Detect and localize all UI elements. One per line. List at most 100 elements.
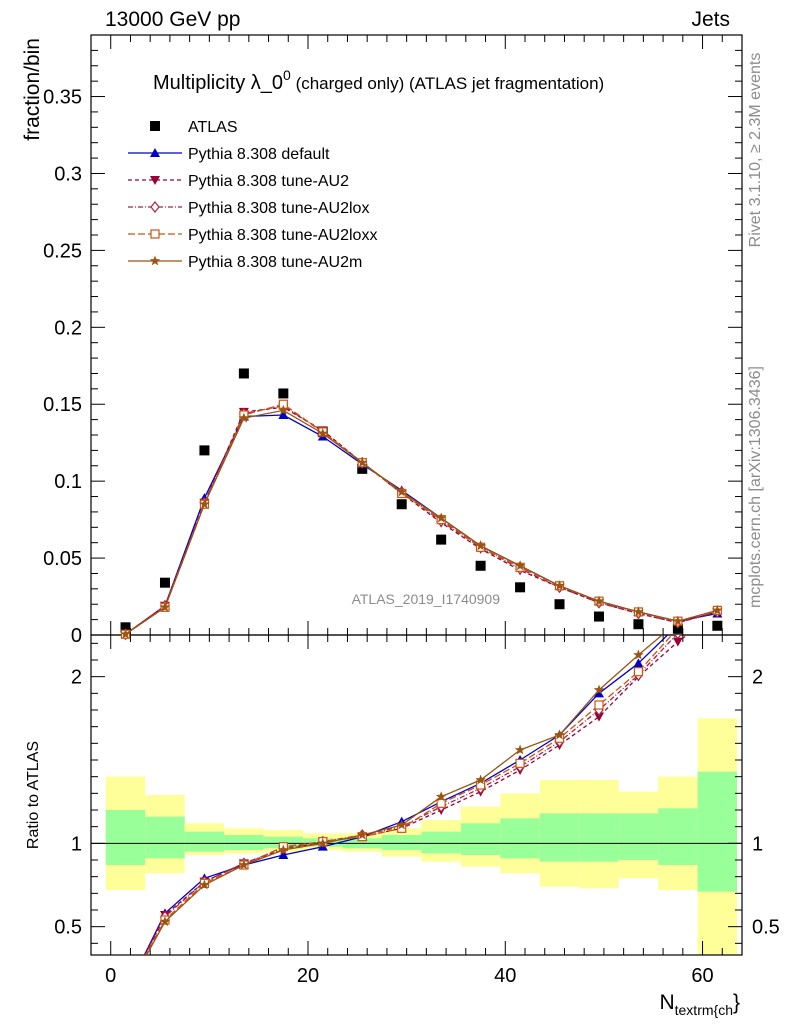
point-main-0-13 <box>633 619 644 630</box>
point-ratio-4-13 <box>633 649 644 660</box>
point-ratio-4-10 <box>514 744 526 755</box>
point-main-0-6 <box>357 463 368 474</box>
legend: ATLAS Pythia 8.308 default Pythia 8.308 tu… <box>128 119 377 271</box>
point-main-0-3 <box>238 368 249 379</box>
xtick-label-3: 60 <box>691 965 713 987</box>
point-main-5-11 <box>554 580 565 591</box>
xtick-label-0: 0 <box>105 965 116 987</box>
ratio-frame <box>90 634 743 956</box>
ytick-label-ratio-right-2: 2 <box>752 667 763 689</box>
point-ratio-4-3 <box>238 859 250 870</box>
point-main-5-10 <box>514 560 526 571</box>
mcplots-label: mcplots.cern.ch [arXiv:1306.3436] <box>747 366 764 608</box>
point-main-5-7 <box>396 486 407 497</box>
point-ratio-4-7 <box>396 819 407 830</box>
point-ratio-1-14 <box>672 637 683 647</box>
point-main-5-15 <box>712 604 723 615</box>
point-main-5-2 <box>199 498 210 509</box>
ytick-label-main-4: 0.2 <box>54 317 82 339</box>
band-green-15 <box>697 771 738 892</box>
point-ratio-4-4 <box>278 844 289 855</box>
title-main: Multiplicity λ_0 <box>153 72 283 94</box>
point-ratio-1-12 <box>593 712 604 722</box>
ytick-label-main-1: 0.05 <box>43 548 82 570</box>
xtick-label-1: 20 <box>297 965 319 987</box>
band-green-11 <box>539 813 580 862</box>
series-ratio-line-3 <box>145 635 673 955</box>
point-main-5-0 <box>120 628 131 639</box>
xlabel-sub: textrm{ch <box>675 1002 733 1018</box>
analysis-tag: ATLAS_2019_I1740909 <box>352 591 501 607</box>
point-ratio-3-10 <box>515 758 525 768</box>
plot-lines <box>120 368 723 955</box>
point-main-0-9 <box>475 560 486 571</box>
band-green-2 <box>184 831 225 852</box>
band-green-12 <box>579 813 619 862</box>
point-ratio-4-6 <box>357 829 368 840</box>
ytick-label-ratio-right-1: 1 <box>752 833 763 855</box>
ytick-label-main-2: 0.1 <box>54 471 82 493</box>
series-ratio-4 <box>145 635 664 955</box>
point-ratio-4-1 <box>159 916 171 927</box>
series-ratio-line-2 <box>144 635 678 955</box>
point-main-5-5 <box>317 428 328 438</box>
series-ratio-line-4 <box>145 635 664 955</box>
legend-marker-1 <box>150 148 160 157</box>
point-ratio-2-14 <box>674 635 682 640</box>
series-main-line-3 <box>125 405 718 635</box>
ytick-label-main-7: 0.35 <box>43 87 82 109</box>
point-main-0-7 <box>396 499 407 510</box>
legend-marker-3 <box>150 201 160 213</box>
title-rest: (charged only) (ATLAS jet fragmentation) <box>291 74 604 93</box>
legend-label-3: Pythia 8.308 tune-AU2lox <box>188 200 369 217</box>
legend-label-0: ATLAS <box>188 119 238 136</box>
chart-title: Multiplicity λ_00 (charged only) (ATLAS … <box>153 67 604 94</box>
band-green-10 <box>500 818 540 859</box>
legend-entry-1: Pythia 8.308 default <box>128 146 330 163</box>
point-main-0-11 <box>554 599 565 610</box>
point-main-5-12 <box>593 595 605 606</box>
series-main-line-2 <box>125 406 718 635</box>
point-ratio-4-8 <box>435 791 447 802</box>
ratio-ylabel: Ratio to ATLAS <box>25 741 42 849</box>
legend-label-1: Pythia 8.308 default <box>188 146 330 163</box>
point-ratio-3-12 <box>594 700 604 710</box>
title-superscript: 0 <box>283 67 291 83</box>
band-green-1 <box>145 816 185 859</box>
header-right: Jets <box>691 8 730 31</box>
legend-label-4: Pythia 8.308 tune-AU2loxx <box>188 227 377 244</box>
point-main-0-10 <box>515 582 526 593</box>
xlabel-main: N <box>659 991 674 1014</box>
ytick-label-main-5: 0.25 <box>43 240 82 262</box>
band-green-3 <box>224 835 264 850</box>
legend-entry-0: ATLAS <box>150 119 238 136</box>
legend-marker-2 <box>150 176 160 185</box>
point-ratio-4-2 <box>199 879 210 890</box>
band-green-8 <box>421 831 461 854</box>
point-main-0-14 <box>672 623 683 634</box>
point-ratio-4-5 <box>317 837 328 848</box>
point-main-0-1 <box>159 577 170 588</box>
point-ratio-3-13 <box>633 667 644 677</box>
point-main-5-8 <box>435 512 447 523</box>
band-green-9 <box>460 823 501 855</box>
legend-entry-5: Pythia 8.308 tune-AU2m <box>128 254 362 271</box>
point-main-0-12 <box>593 611 604 622</box>
point-main-5-6 <box>357 457 368 468</box>
point-ratio-4-11 <box>554 729 565 740</box>
point-ratio-3-8 <box>436 798 446 808</box>
legend-marker-5 <box>149 255 161 266</box>
series-ratio-line-0 <box>143 635 669 955</box>
ytick-label-ratio-1: 1 <box>71 833 82 855</box>
point-ratio-0-13 <box>633 658 644 668</box>
legend-label-2: Pythia 8.308 tune-AU2 <box>188 173 349 190</box>
series-main-line-5 <box>125 409 718 635</box>
point-main-0-8 <box>436 534 447 545</box>
band-green-14 <box>658 808 698 865</box>
legend-marker-0 <box>150 121 160 131</box>
series-main-5 <box>120 404 723 639</box>
ytick-label-ratio-right-0: 0.5 <box>752 917 780 939</box>
point-ratio-4-12 <box>593 684 605 695</box>
